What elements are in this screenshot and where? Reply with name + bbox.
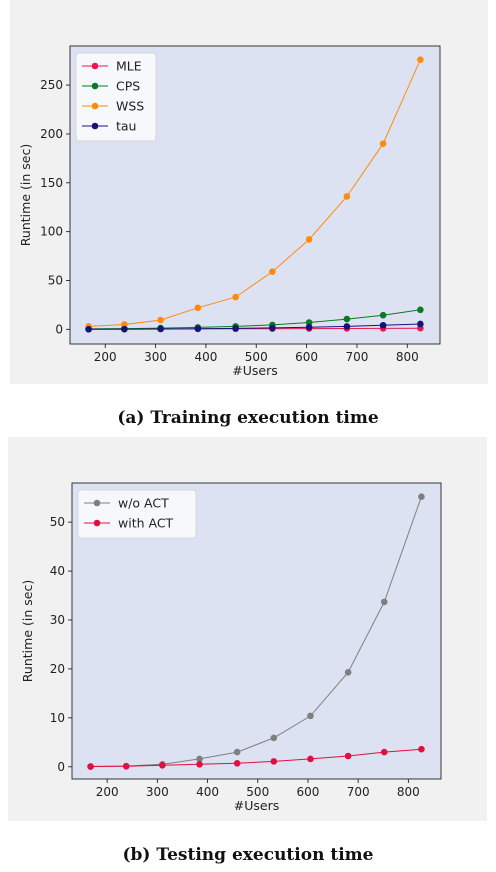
caption-training: (a) Training execution time (117, 408, 379, 428)
test-y-axis-label: Runtime (in sec) (20, 580, 35, 682)
test-data-point (380, 748, 388, 756)
train-data-point (232, 325, 239, 332)
train-data-point (269, 324, 276, 332)
training-figure-panel: 200 300 400 500 600 700 800 0 50 100 150 200 250 #Use… (10, 0, 488, 384)
train-legend-marker (91, 102, 99, 110)
train-x-tick-label: 600 (295, 350, 318, 364)
test-data-point (233, 748, 241, 756)
train-legend-marker (91, 82, 99, 90)
train-x-tick-label: 200 (94, 350, 117, 364)
caption-testing: (b) Testing execution time (122, 845, 374, 865)
test-data-point (159, 762, 166, 769)
train-x-tick-label: 300 (144, 350, 167, 364)
test-data-point (196, 761, 203, 768)
test-y-tick-label: 30 (50, 613, 65, 627)
train-data-point (269, 268, 276, 275)
train-legend-box (75, 52, 157, 142)
train-series-line (88, 323, 421, 330)
train-data-point (121, 325, 128, 333)
test-legend-label: w/o ACT (118, 496, 169, 511)
train-data-point (121, 321, 128, 328)
test-y-tick-label: 40 (50, 564, 65, 578)
test-data-point (344, 669, 352, 676)
test-y-tick-label: 10 (50, 711, 65, 725)
test-x-tick-label: 200 (96, 785, 119, 799)
train-data-point (157, 316, 164, 324)
test-x-tick-label: 500 (246, 785, 269, 799)
train-legend-marker (91, 122, 99, 130)
testing-figure-panel: 200 300 400 500 600 700 800 0 10 20 30 40 50 #Users Ru… (8, 437, 487, 821)
train-data-point (305, 323, 313, 331)
train-x-tick-label: 800 (396, 350, 419, 364)
test-x-tick-label: 800 (397, 785, 420, 799)
test-data-point (418, 745, 425, 753)
test-x-tick-label: 600 (297, 785, 320, 799)
train-legend-label: CPS (116, 79, 140, 94)
train-data-point (379, 311, 387, 319)
test-legend-marker (93, 519, 101, 527)
train-data-point (417, 56, 424, 63)
train-data-point (343, 193, 351, 200)
test-data-point (270, 758, 278, 765)
train-data-point (379, 140, 387, 148)
test-data-point (233, 760, 241, 767)
train-x-axis-label: #Users (232, 363, 277, 378)
train-y-tick-label: 50 (48, 273, 63, 287)
train-data-point (343, 315, 351, 323)
test-x-tick-label: 400 (196, 785, 219, 799)
train-y-axis-label: Runtime (in sec) (18, 144, 33, 246)
test-legend-marker (93, 499, 101, 507)
train-y-tick-label: 0 (55, 322, 63, 336)
test-data-point (418, 493, 425, 500)
train-x-tick-label: 700 (345, 350, 368, 364)
testing-time-chart: 200 300 400 500 600 700 800 0 10 20 30 40 50 #Users Ru… (20, 482, 442, 813)
train-data-point (417, 306, 424, 314)
train-data-point (194, 304, 202, 312)
train-y-tick-label: 200 (40, 127, 63, 141)
train-series-line (88, 59, 421, 327)
train-data-point (232, 293, 239, 301)
train-data-point (194, 325, 202, 332)
test-y-tick-label: 50 (50, 515, 65, 529)
train-y-tick-label: 150 (40, 176, 63, 190)
test-data-point (196, 755, 203, 763)
train-y-tick-label: 250 (40, 78, 63, 92)
test-legend-box (77, 489, 197, 539)
test-data-point (87, 763, 94, 770)
test-data-point (307, 712, 314, 720)
train-x-tick-label: 400 (194, 350, 217, 364)
train-legend-marker (91, 62, 99, 70)
test-x-tick-label: 700 (347, 785, 370, 799)
test-y-tick-label: 0 (57, 760, 65, 774)
train-data-point (343, 323, 351, 330)
test-x-axis-label: #Users (234, 798, 279, 813)
test-data-point (307, 755, 314, 763)
test-data-point (270, 734, 278, 742)
train-legend-label: tau (116, 119, 136, 134)
train-data-point (157, 325, 164, 333)
train-data-point (379, 321, 387, 329)
test-data-point (380, 598, 388, 606)
train-data-point (85, 325, 92, 333)
train-series-line (88, 309, 421, 330)
test-x-tick-label: 300 (146, 785, 169, 799)
train-data-point (417, 320, 424, 328)
train-data-point (305, 236, 313, 243)
train-y-tick-label: 100 (40, 225, 63, 239)
training-time-chart: 200 300 400 500 600 700 800 0 50 100 150 200 250 #Use… (18, 45, 441, 378)
test-series-line (90, 748, 422, 767)
train-data-point (305, 319, 313, 326)
train-x-tick-label: 500 (245, 350, 268, 364)
test-legend-label: with ACT (118, 516, 174, 531)
test-y-tick-label: 20 (50, 662, 65, 676)
test-series-line (90, 496, 422, 767)
train-legend-label: WSS (116, 99, 144, 114)
test-data-point (344, 752, 352, 760)
train-legend-label: MLE (116, 59, 142, 74)
test-data-point (122, 762, 130, 770)
